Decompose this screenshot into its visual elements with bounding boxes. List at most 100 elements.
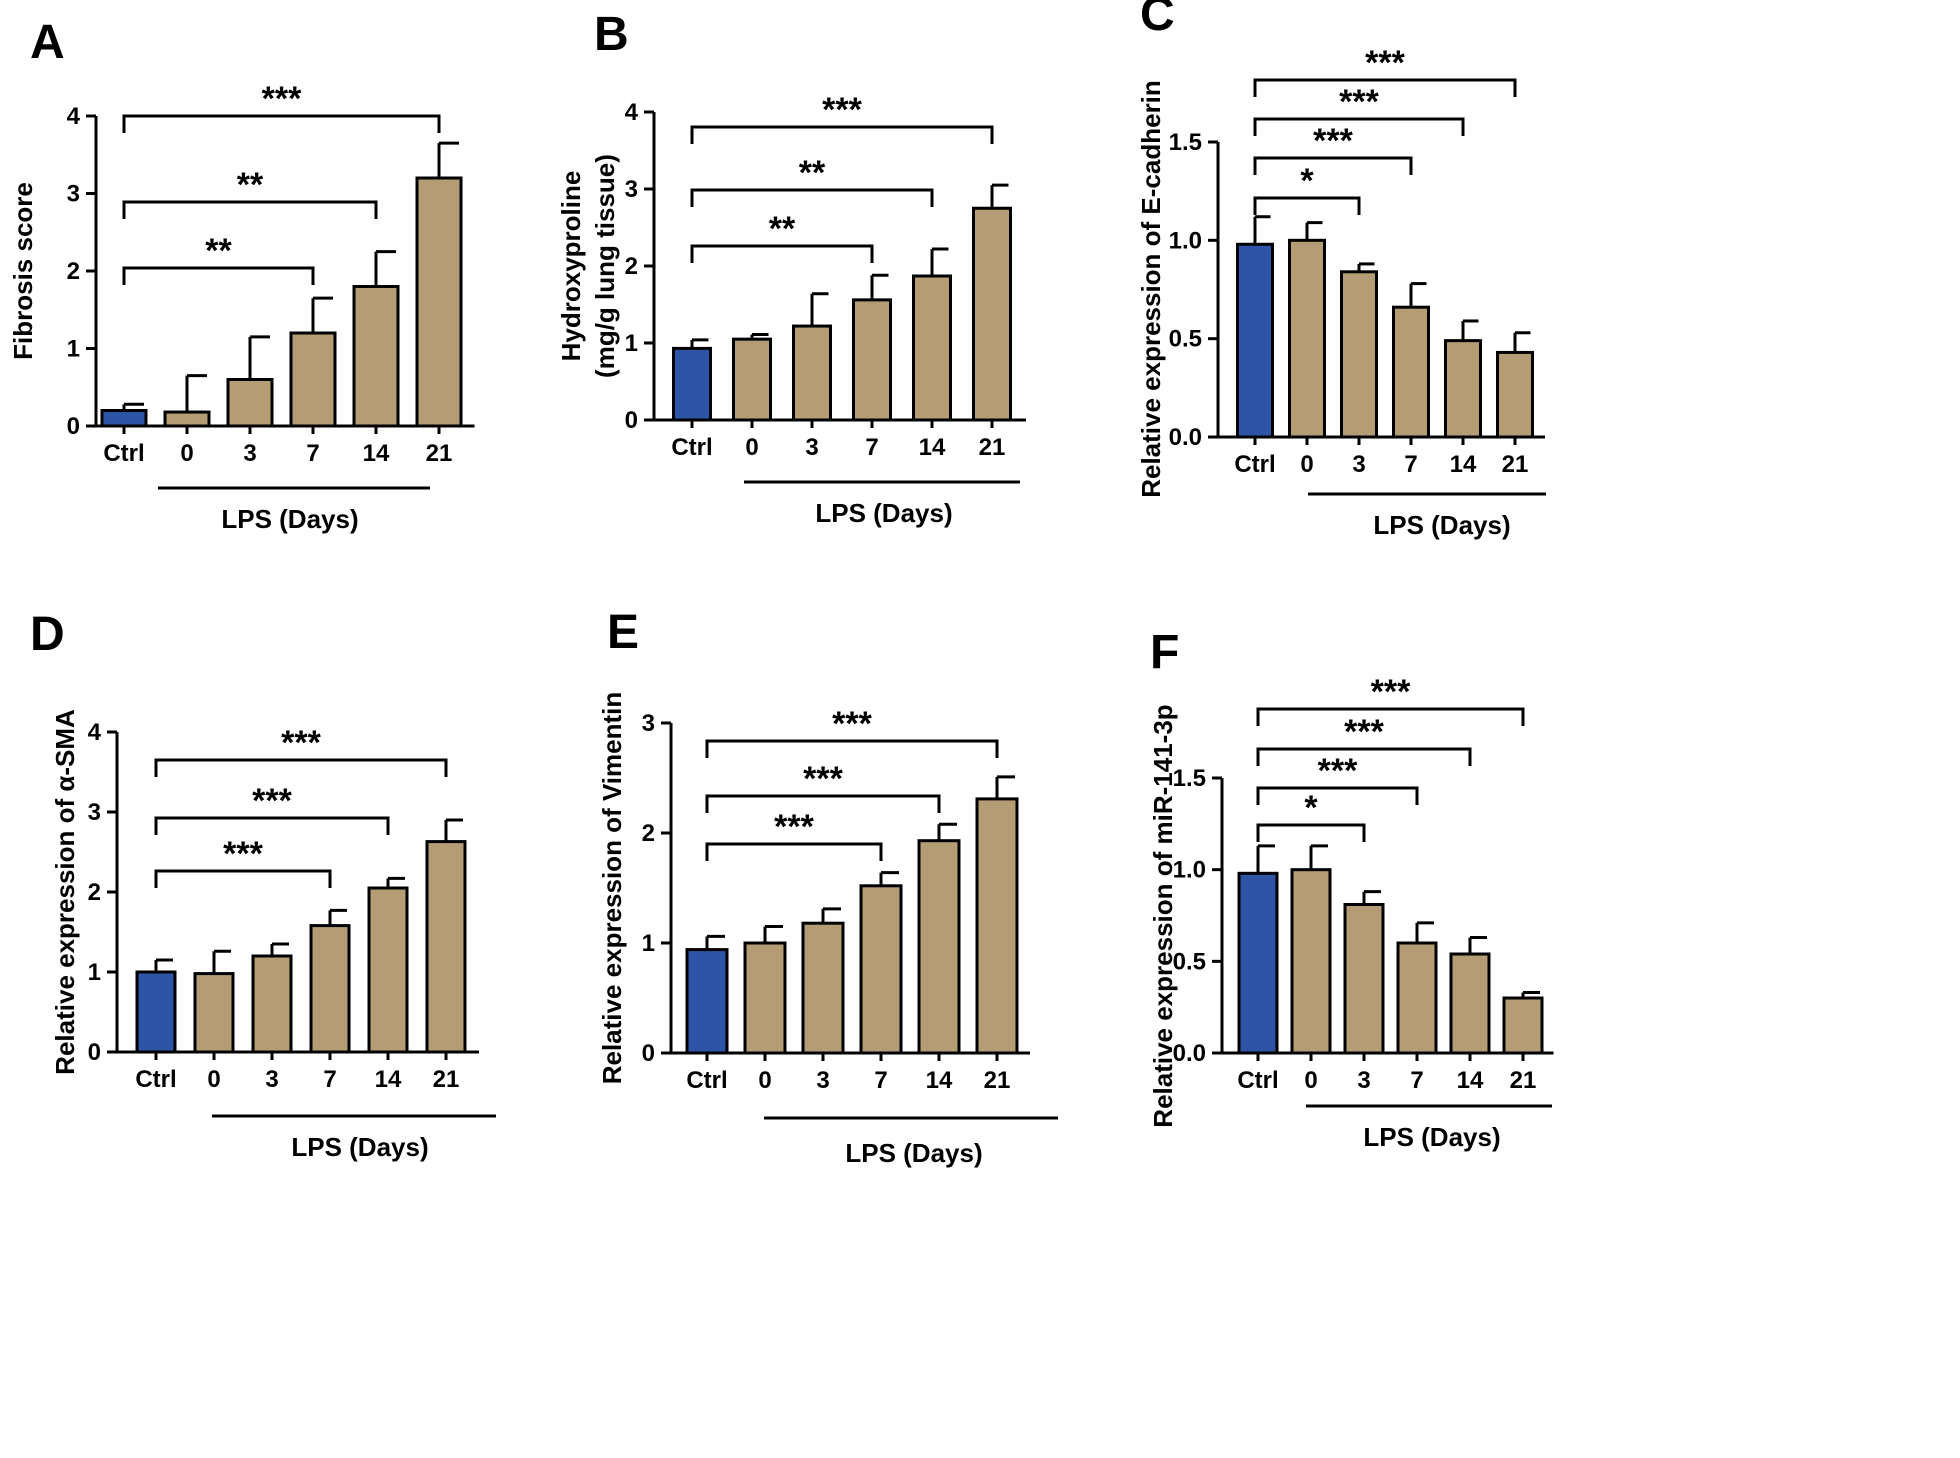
significance-bracket [154, 816, 390, 835]
bar-3 [801, 921, 845, 1055]
significance-label: *** [832, 705, 872, 743]
category-label: 0 [745, 434, 758, 461]
category-label: 7 [874, 1067, 887, 1094]
significance-label: *** [1365, 44, 1405, 82]
significance-label: *** [223, 835, 263, 873]
bar-3 [792, 324, 832, 422]
y-axis-title: Hydroxyproline [556, 171, 586, 362]
significance-bracket [122, 266, 315, 285]
bar-3 [1340, 270, 1378, 439]
bar-ctrl [135, 970, 177, 1054]
significance-bracket [122, 114, 441, 133]
y-tick-label: 4 [625, 99, 639, 126]
y-tick-label: 2 [625, 253, 638, 280]
y-axis-title: Relative expression of Vimentin [597, 692, 627, 1085]
bar-21 [425, 840, 467, 1054]
bar-ctrl [1236, 242, 1274, 439]
y-tick-label: 3 [625, 176, 638, 203]
category-label: 0 [1300, 451, 1313, 478]
significance-label: *** [1371, 673, 1411, 711]
category-label: 0 [207, 1066, 220, 1093]
y-tick-label: 0 [642, 1040, 655, 1067]
significance-label: * [1300, 162, 1314, 200]
significance-label: ** [205, 232, 232, 270]
panel-letter: E [607, 606, 639, 659]
significance-label: ** [237, 166, 264, 204]
panel-b: B 0 1 2 3 4 Hydroxyproline (mg/g lung tissue) Ct… [556, 8, 1026, 528]
significance-label: *** [1313, 122, 1353, 160]
significance-bracket [122, 200, 378, 219]
category-label: 14 [1450, 451, 1477, 478]
bar-14 [1444, 339, 1482, 439]
category-label: 7 [1410, 1067, 1423, 1094]
category-label: 14 [926, 1067, 953, 1094]
y-axis-title-line2: (mg/g lung tissue) [590, 154, 620, 378]
panel-letter: A [30, 16, 65, 69]
significance-bracket [690, 188, 934, 207]
category-label: 14 [1457, 1067, 1484, 1094]
significance-bracket [154, 869, 332, 888]
significance-label: * [1304, 789, 1318, 827]
category-label: 21 [984, 1067, 1011, 1094]
significance-bracket [690, 244, 874, 263]
significance-bracket [1253, 117, 1465, 136]
significance-bracket [690, 125, 994, 144]
significance-bracket [1253, 196, 1361, 215]
category-label: Ctrl [135, 1066, 176, 1093]
y-tick-label: 1.5 [1173, 765, 1206, 792]
significance-bracket [1253, 78, 1517, 97]
y-tick-label: 0 [67, 413, 80, 440]
panel-e: E 0 1 2 3 Relative expression of Vimentin Ctrl… [597, 606, 1058, 1168]
category-label: Ctrl [1237, 1067, 1278, 1094]
y-tick-label: 0.5 [1169, 326, 1202, 353]
category-label: 21 [426, 440, 453, 467]
category-label: Ctrl [103, 440, 144, 467]
y-tick-label: 1 [642, 930, 655, 957]
category-label: 7 [865, 434, 878, 461]
category-label: 3 [265, 1066, 278, 1093]
bar-3 [251, 954, 293, 1054]
y-tick-label: 0 [625, 407, 638, 434]
group-label: LPS (Days) [1363, 1122, 1500, 1152]
y-tick-label: 1.5 [1169, 129, 1202, 156]
bar-14 [1449, 952, 1491, 1055]
significance-label: ** [799, 154, 826, 192]
bar-0 [1290, 868, 1332, 1055]
category-label: 3 [243, 440, 256, 467]
category-label: Ctrl [671, 434, 712, 461]
bar-3 [1343, 903, 1385, 1055]
significance-bracket [154, 758, 448, 777]
group-label: LPS (Days) [291, 1132, 428, 1162]
bar-21 [972, 206, 1012, 422]
bar-7 [289, 331, 337, 428]
y-tick-label: 1 [88, 959, 101, 986]
bar-7 [309, 924, 351, 1054]
y-axis-title: Fibrosis score [8, 182, 38, 360]
bar-0 [1288, 238, 1326, 439]
category-label: Ctrl [686, 1067, 727, 1094]
significance-bracket [1253, 156, 1413, 175]
significance-label: *** [281, 724, 321, 762]
group-label: LPS (Days) [1373, 510, 1510, 540]
y-tick-label: 1.0 [1169, 227, 1202, 254]
group-label: LPS (Days) [815, 498, 952, 528]
bar-0 [193, 972, 235, 1054]
category-label: 7 [306, 440, 319, 467]
category-label: 0 [758, 1067, 771, 1094]
y-tick-label: 1 [67, 336, 80, 363]
y-tick-label: 4 [67, 103, 81, 130]
panel-letter: F [1150, 626, 1179, 679]
y-tick-label: 0.0 [1173, 1040, 1206, 1067]
bar-7 [1392, 305, 1430, 439]
bar-ctrl [672, 346, 712, 422]
category-label: 7 [323, 1066, 336, 1093]
bar-14 [352, 285, 400, 428]
significance-label: *** [1339, 83, 1379, 121]
panel-a: A 0 1 2 3 4 Fibrosis score Ctrl 0 3 7 14 21 LPS (Days… [8, 16, 475, 534]
group-label: LPS (Days) [845, 1138, 982, 1168]
panel-d: D 0 1 2 3 4 Relative expression of α-SMA Ctrl 0 3… [30, 608, 496, 1162]
bar-ctrl [1237, 871, 1279, 1055]
panel-letter: C [1140, 0, 1175, 41]
significance-label: *** [774, 808, 814, 846]
y-tick-label: 1 [625, 330, 638, 357]
